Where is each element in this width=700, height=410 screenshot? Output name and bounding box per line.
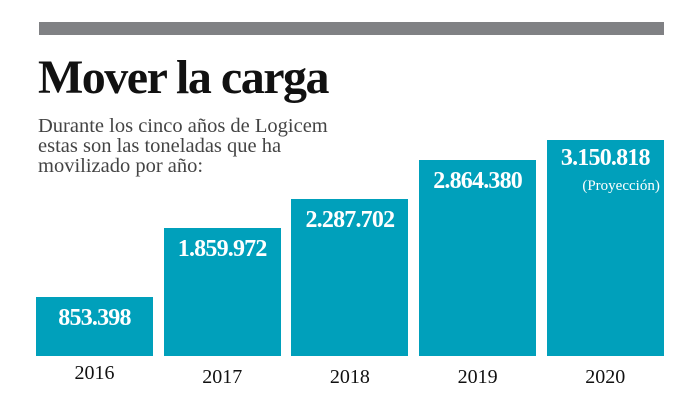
x-tick-2017: 2017 [202,366,243,388]
bar-2020 [546,140,664,356]
bar-2019 [419,159,537,356]
chart-title: Mover la carga [38,51,330,104]
x-tick-2019: 2019 [457,366,498,388]
value-label-2016: 853.398 [58,305,131,332]
x-tick-2016: 2016 [74,362,115,384]
value-label-2018: 2.287.702 [305,207,395,234]
value-label-2020: 3.150.818 [560,145,651,171]
x-tick-2018: 2018 [329,366,370,388]
bar-2017 [163,228,281,356]
value-label-2017: 1.859.972 [177,236,268,263]
annotation-projection: (Proyección) [582,178,660,194]
x-tick-2020: 2020 [585,366,626,388]
bar-2018 [291,199,409,356]
bar-2016 [36,297,153,356]
header-rule [39,22,664,35]
chart-subtitle: Durante los cinco años de Logicem estas … [38,115,328,177]
value-label-2019: 2.864.380 [433,167,523,194]
